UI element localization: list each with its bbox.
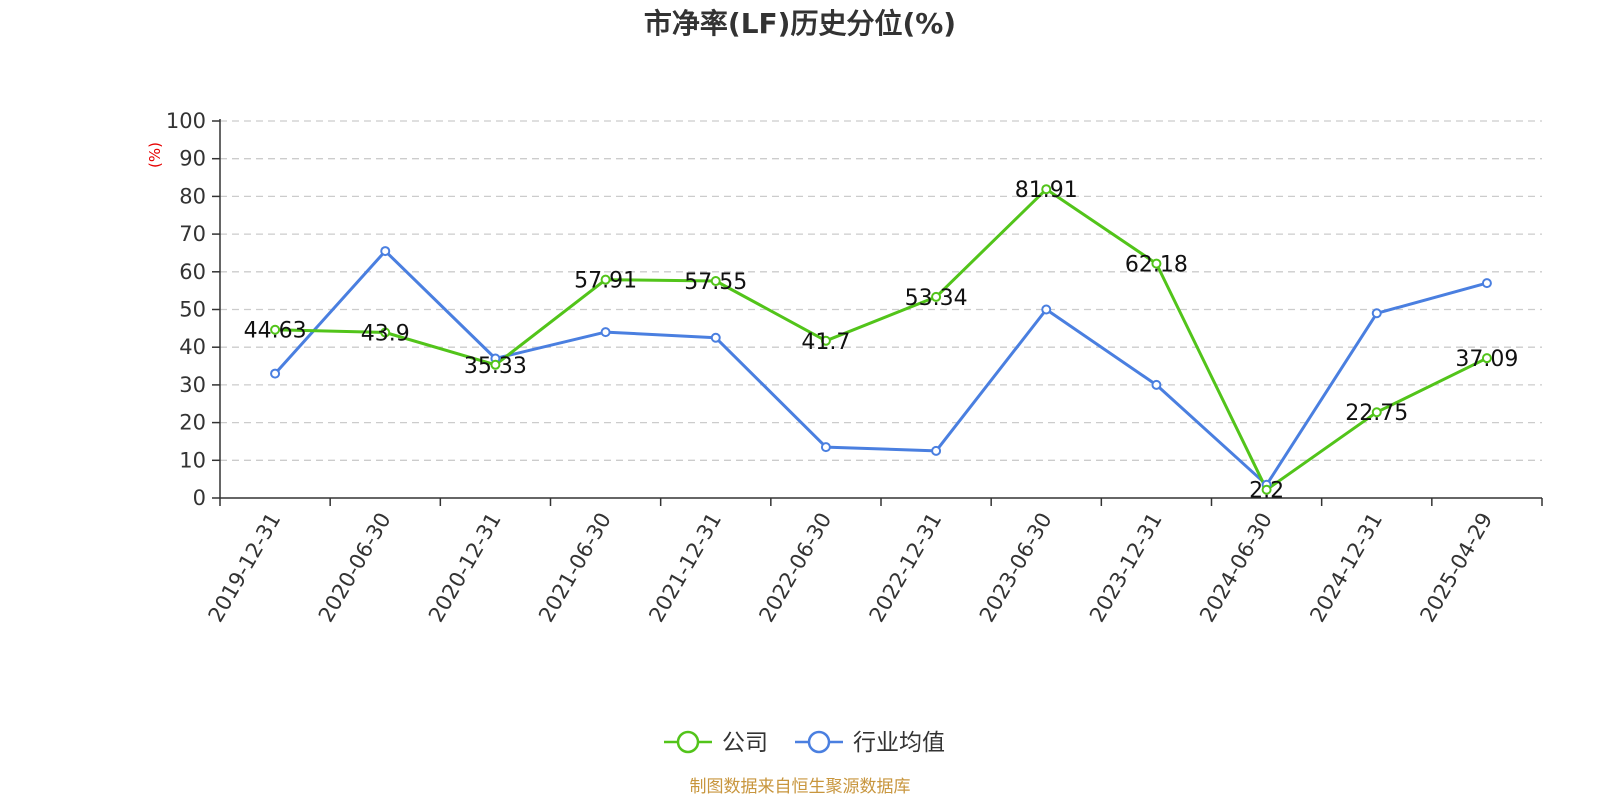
x-tick-label: 2020-06-30: [314, 509, 396, 627]
y-tick-label: 0: [193, 486, 206, 510]
legend-label-0: 公司: [722, 730, 768, 756]
x-tick-label: 2020-12-31: [424, 508, 506, 626]
data-point-series-1: [820, 442, 831, 453]
data-point-series-0: [1151, 258, 1162, 269]
source-note: 制图数据来自恒生聚源数据库: [690, 777, 911, 797]
data-label: 81.91: [1015, 178, 1078, 203]
data-label: 53.34: [905, 286, 968, 311]
series-line-0: [275, 187, 1488, 492]
x-tick-label: 2019-12-31: [204, 509, 286, 627]
data-point-series-0: [820, 335, 831, 346]
data-point-series-1: [600, 327, 611, 338]
data-point-series-0: [1371, 407, 1382, 418]
data-point-series-0: [1481, 353, 1492, 364]
y-tick-label: 100: [166, 109, 206, 133]
legend-marker-1: [807, 730, 831, 754]
x-tick-label: 2024-06-30: [1195, 509, 1277, 627]
axes: 0 10 20 30 40 50 60 70 80 90 100 2019-12-31 2020-06-…: [166, 109, 1543, 627]
chart-title: 市净率(LF)历史分位(%): [644, 7, 956, 40]
data-point-series-0: [1041, 184, 1052, 195]
legend-marker-0: [676, 730, 700, 754]
x-tick-label: 2025-04-29: [1415, 509, 1497, 627]
grid-lines: [220, 120, 1542, 461]
data-label: 2.2: [1249, 479, 1284, 504]
y-tick-label: 80: [179, 184, 206, 208]
x-tick-label: 2022-06-30: [754, 509, 836, 627]
data-point-series-0: [600, 274, 611, 285]
y-tick-label: 30: [179, 373, 206, 397]
y-tick-label: 70: [179, 222, 206, 246]
data-point-series-0: [710, 276, 721, 287]
data-label: 35.33: [464, 354, 527, 379]
data-point-series-1: [270, 368, 281, 379]
data-point-series-0: [931, 291, 942, 302]
series-lines: [270, 184, 1492, 495]
x-tick-label: 2022-12-31: [865, 508, 947, 626]
data-label: 41.7: [801, 330, 850, 355]
legend: 公司 行业均值: [664, 730, 945, 756]
y-tick-label: 90: [179, 147, 206, 171]
data-label: 22.75: [1345, 401, 1408, 426]
data-label: 37.09: [1455, 347, 1518, 372]
data-label: 62.18: [1125, 253, 1188, 278]
data-labels: 44.63 43.9 35.33 57.91 57.55 41.7 53.34 81.91 62…: [244, 178, 1519, 504]
x-tick-label: 2021-12-31: [644, 509, 726, 627]
data-label: 43.9: [361, 321, 410, 346]
y-tick-label: 20: [179, 411, 206, 435]
data-point-series-0: [270, 324, 281, 335]
x-tick-label: 2023-06-30: [975, 509, 1057, 627]
data-point-series-1: [1481, 278, 1492, 289]
x-tick-label: 2021-06-30: [534, 509, 616, 627]
series-line-1: [273, 249, 1488, 487]
data-point-series-1: [710, 332, 721, 343]
data-point-series-0: [1261, 484, 1272, 495]
data-point-series-1: [1371, 308, 1382, 319]
data-label: 44.63: [244, 319, 307, 344]
data-point-series-1: [931, 445, 942, 456]
data-point-series-1: [380, 246, 391, 257]
y-tick-label: 50: [179, 298, 206, 322]
x-tick-label: 2023-12-31: [1085, 509, 1167, 627]
y-tick-label: 40: [179, 335, 206, 359]
data-label: 57.91: [574, 269, 637, 294]
legend-label-1: 行业均值: [853, 730, 945, 756]
data-point-series-0: [380, 327, 391, 338]
data-point-series-0: [490, 359, 501, 370]
y-tick-label: 10: [179, 448, 206, 472]
data-point-series-1: [1041, 304, 1052, 315]
y-tick-label: 60: [179, 260, 206, 284]
data-label: 57.55: [684, 270, 747, 295]
data-point-series-1: [1151, 379, 1162, 390]
y-axis-unit-label: (%): [146, 142, 164, 168]
x-tick-label: 2024-12-31: [1305, 509, 1387, 627]
